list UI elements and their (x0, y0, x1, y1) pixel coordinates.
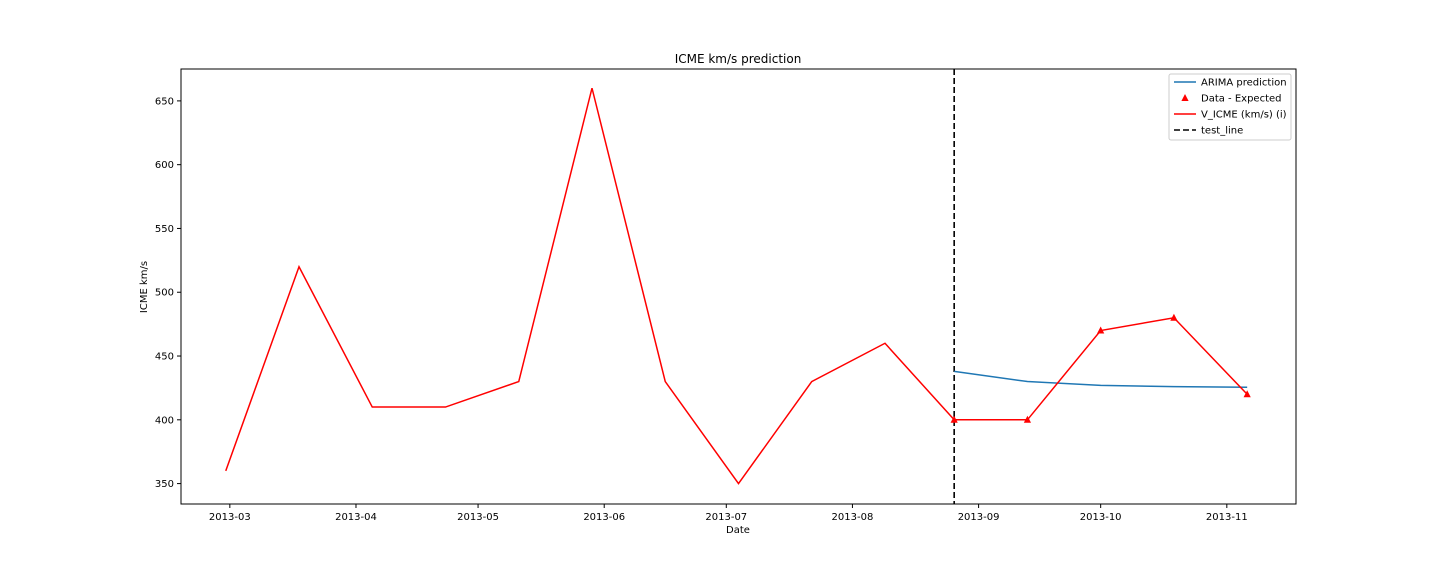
data-expected-point (1097, 326, 1105, 334)
y-tick-label: 600 (155, 160, 174, 171)
x-tick-label: 2013-03 (209, 512, 251, 523)
series-layer (225, 69, 1251, 504)
series-line-arima-prediction (954, 370, 1248, 389)
y-tick-label: 650 (155, 96, 174, 107)
x-tick-label: 2013-10 (1080, 512, 1122, 523)
y-axis-label: ICME km/s (139, 261, 150, 313)
x-tick-label: 2013-09 (958, 512, 1000, 523)
legend: ARIMA prediction Data - Expected V_ICME (k… (1168, 73, 1292, 141)
x-tick-label: 2013-11 (1206, 512, 1248, 523)
x-tick-label: 2013-05 (457, 512, 499, 523)
plot-frame (180, 68, 1297, 505)
series-line-v-icme-km-s-i (225, 87, 1248, 485)
legend-entry: test_line (1201, 126, 1243, 137)
legend-box (1168, 73, 1292, 141)
x-axis-label: Date (726, 525, 750, 536)
x-tick-label: 2013-04 (335, 512, 377, 523)
y-tick-label: 400 (155, 415, 174, 426)
y-tick-label: 350 (155, 479, 174, 490)
data-expected-point (1023, 415, 1032, 423)
legend-entry: Data - Expected (1201, 94, 1282, 105)
x-tick-label: 2013-07 (705, 512, 747, 523)
x-tick-label: 2013-08 (832, 512, 874, 523)
y-axis-ticks: 350 400 450 500 550 600 650 (155, 96, 181, 490)
legend-swatch (1181, 94, 1189, 101)
data-expected-point (1170, 313, 1178, 321)
x-axis-ticks: 2013-03 2013-04 2013-05 2013-06 2013-07 2013-… (209, 504, 1248, 523)
data-expected-point (1243, 390, 1251, 398)
legend-entry: ARIMA prediction (1201, 78, 1287, 89)
data-expected-point (950, 415, 958, 423)
x-tick-label: 2013-06 (583, 512, 625, 523)
y-tick-label: 450 (155, 352, 174, 363)
y-tick-label: 550 (155, 224, 174, 235)
chart-title: ICME km/s prediction (675, 52, 802, 66)
plot-area (180, 68, 1297, 505)
y-tick-label: 500 (155, 288, 174, 299)
legend-entry: V_ICME (km/s) (i) (1201, 110, 1287, 121)
